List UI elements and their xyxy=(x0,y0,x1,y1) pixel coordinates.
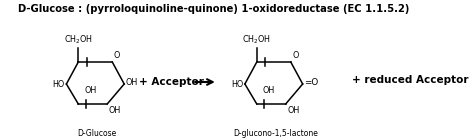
Text: HO: HO xyxy=(53,80,65,88)
Text: OH: OH xyxy=(126,78,138,87)
Text: + reduced Acceptor: + reduced Acceptor xyxy=(352,75,468,85)
Text: HO: HO xyxy=(231,80,243,88)
Text: OH: OH xyxy=(263,86,275,94)
Text: D-glucono-1,5-lactone: D-glucono-1,5-lactone xyxy=(233,129,318,138)
Text: OH: OH xyxy=(287,106,300,115)
Text: CH$_2$OH: CH$_2$OH xyxy=(64,33,93,46)
Text: CH$_2$OH: CH$_2$OH xyxy=(242,33,271,46)
Text: O: O xyxy=(114,51,120,60)
Text: OH: OH xyxy=(109,106,121,115)
Text: D-Glucose: D-Glucose xyxy=(77,129,117,138)
Text: OH: OH xyxy=(84,86,96,94)
Text: D-Glucose : (pyrroloquinoline-quinone) 1-oxidoreductase (EC 1.1.5.2): D-Glucose : (pyrroloquinoline-quinone) 1… xyxy=(18,4,409,14)
Text: O: O xyxy=(292,51,299,60)
Text: + Acceptor: + Acceptor xyxy=(138,77,203,87)
Text: =O: =O xyxy=(304,78,319,87)
